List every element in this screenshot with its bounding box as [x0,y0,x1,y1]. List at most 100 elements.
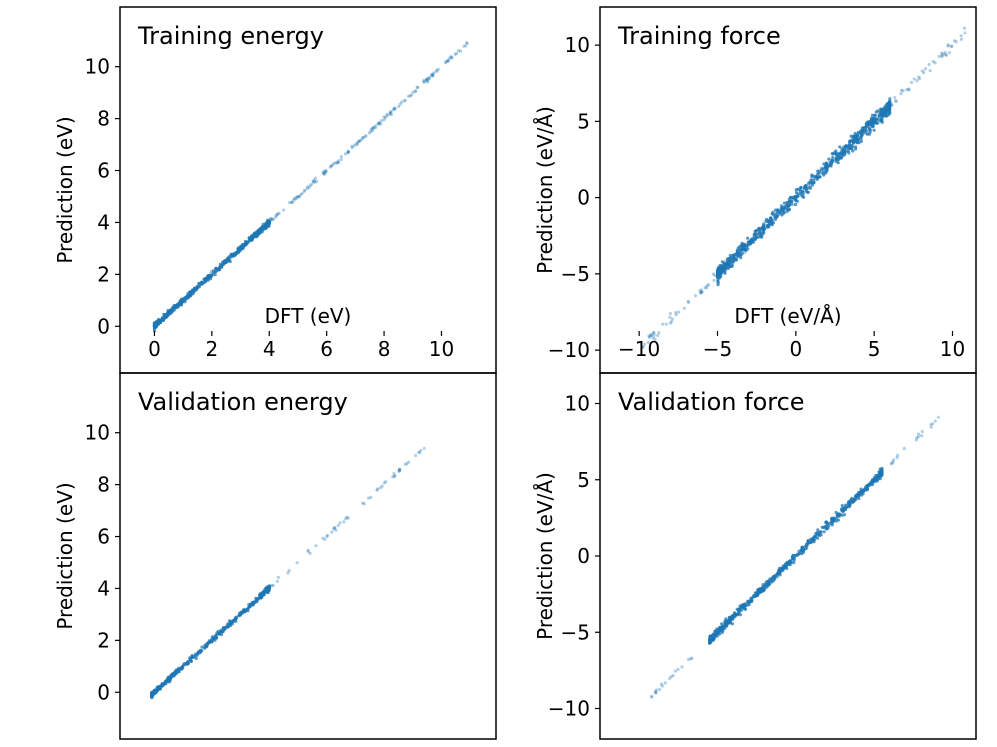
data-point [410,93,414,97]
data-point [314,544,318,548]
data-point [330,164,334,168]
data-point [852,141,856,145]
data-point [756,592,760,596]
data-point [296,195,300,199]
data-point [887,105,891,109]
data-point [916,435,921,439]
data-point [295,561,299,565]
data-point [181,299,185,303]
data-point [444,61,448,65]
data-point [769,216,773,220]
y-tick-label: 2 [97,628,110,652]
data-point [852,137,856,141]
data-point [150,693,154,697]
data-point [333,161,337,165]
data-point [218,265,222,270]
data-point [405,462,409,466]
data-point [303,188,307,192]
data-point [397,104,401,109]
data-point [818,169,822,173]
data-point [247,605,252,609]
data-point [376,122,380,126]
data-point [221,626,225,630]
data-point [157,687,161,691]
data-point [166,311,170,315]
data-point [757,591,761,595]
data-point [927,62,931,67]
data-point [240,611,244,615]
data-point [868,127,872,132]
data-point [268,217,272,221]
data-point [385,114,389,118]
data-point [959,37,964,41]
data-point [369,127,373,131]
data-point [728,618,732,623]
data-point [216,268,220,272]
data-point [223,258,228,263]
data-point [940,53,944,58]
data-point [221,628,225,632]
data-point [235,251,239,255]
data-point [944,53,948,57]
data-point [799,193,804,197]
data-point [203,645,208,649]
data-point [794,188,798,192]
data-point [407,94,411,98]
data-point [847,152,851,156]
data-point [878,467,882,471]
data-point [435,69,439,74]
data-point [187,292,191,296]
data-point [250,236,254,240]
data-point [699,290,703,295]
data-point [335,160,340,165]
data-point [418,451,422,455]
data-point [809,186,813,190]
data-point [798,190,803,194]
data-point [929,423,933,427]
data-point [931,59,935,64]
data-point [963,31,967,35]
data-point [300,191,304,195]
data-point [874,110,878,114]
data-point [344,517,348,521]
data-point [153,322,157,326]
data-point [790,195,795,199]
data-point [778,566,782,570]
data-point [724,623,728,628]
data-point [715,270,720,274]
data-point [789,560,793,565]
data-point [819,171,823,175]
data-point [772,575,776,579]
data-point [355,141,359,145]
data-point [682,306,686,310]
data-point [801,190,805,194]
data-point [900,88,904,92]
data-point [377,122,381,126]
data-point [287,568,291,573]
data-point [343,152,348,156]
y-tick-label: 8 [97,473,110,497]
data-point [749,242,753,246]
data-point [171,307,176,311]
data-point [184,663,188,667]
data-point [659,682,664,686]
data-point [895,456,899,460]
data-point [899,92,903,96]
data-point [180,665,184,669]
data-point [258,595,262,599]
x-axis-label: DFT (eV/Å) [734,304,841,328]
data-point [781,208,785,212]
data-point [870,480,875,484]
data-point [824,171,828,175]
data-point [397,467,401,472]
data-point [800,549,804,553]
data-point [720,622,724,626]
data-point [857,496,861,501]
data-point [785,210,789,214]
data-point [850,500,854,504]
data-point [712,278,716,282]
data-point [808,180,812,184]
data-point [760,229,764,233]
data-point [668,321,673,325]
